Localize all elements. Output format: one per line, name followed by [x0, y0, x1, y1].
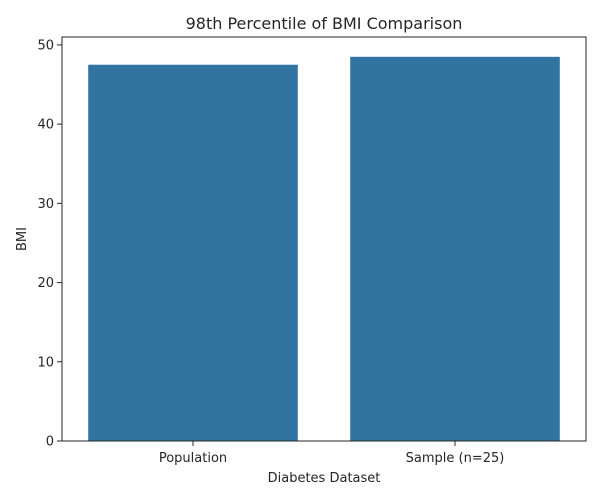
x-tick-label-0: Population	[159, 451, 227, 466]
y-tick-label-1: 10	[37, 355, 54, 370]
chart-title: 98th Percentile of BMI Comparison	[186, 14, 463, 33]
y-tick-label-5: 50	[37, 38, 54, 53]
y-tick-label-0: 0	[46, 435, 54, 450]
x-axis-label: Diabetes Dataset	[268, 471, 381, 486]
bar-0	[88, 64, 298, 441]
x-axis: Population Sample (n=25)	[159, 441, 505, 466]
x-tick-label-1: Sample (n=25)	[406, 451, 505, 466]
bars-group	[88, 56, 560, 441]
y-axis-label: BMI	[15, 227, 30, 251]
y-tick-label-4: 40	[37, 118, 54, 133]
y-tick-label-2: 20	[37, 276, 54, 291]
bar-1	[350, 56, 560, 441]
y-tick-label-3: 30	[37, 197, 54, 212]
plot-frame	[61, 36, 587, 442]
plot-area	[61, 36, 587, 442]
y-axis: 0 10 20 30 40 50	[37, 38, 62, 450]
